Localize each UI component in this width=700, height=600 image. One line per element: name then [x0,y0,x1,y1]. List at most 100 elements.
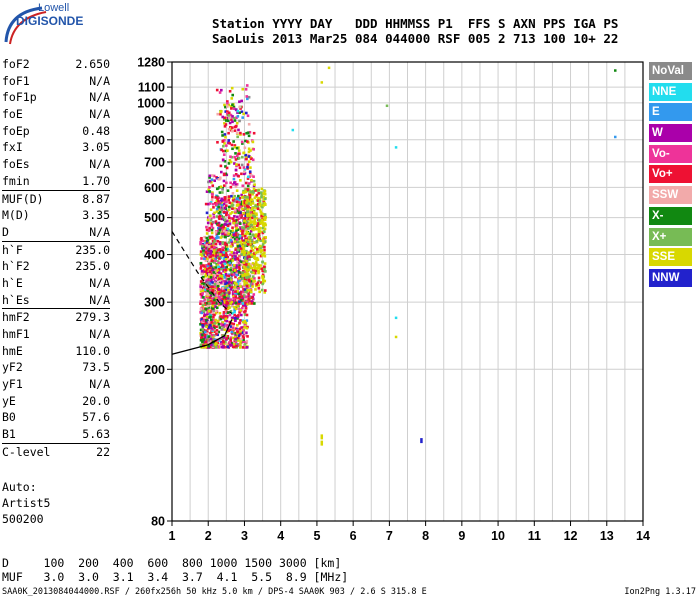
echo-point [227,311,230,314]
echo-point [249,235,253,239]
legend-item-vo-: Vo+ [649,165,692,184]
echo-point [237,207,241,211]
echo-point [215,88,219,92]
echo-point [233,240,237,243]
echo-point [202,310,206,313]
echo-point [227,277,230,281]
echo-point [247,262,251,266]
echo-point [231,316,235,320]
echo-point [237,163,241,167]
echo-point [209,208,213,211]
echo-point [226,100,229,103]
isolated-echo-point [614,69,617,72]
echo-point [227,329,230,333]
echo-point [209,331,212,335]
echo-point [210,235,214,239]
echo-point [228,222,232,225]
echo-point [218,337,222,341]
echo-point [242,222,246,226]
echo-point [257,199,260,203]
echo-point [245,326,249,330]
echo-point [223,142,226,145]
echo-point [210,192,214,196]
echo-point [239,339,243,343]
echo-point [203,288,207,292]
echo-point [237,174,240,178]
echo-point [242,170,246,174]
echo-point [205,232,209,235]
echo-point [215,199,219,203]
param-separator [2,189,110,191]
echo-point [236,280,240,283]
echo-point [263,262,267,265]
echo-point [246,196,249,199]
echo-point [201,251,205,255]
echo-point [251,275,255,278]
echo-point [242,133,246,136]
echo-point [202,330,205,334]
echo-point [237,205,241,209]
echo-point [221,191,224,194]
echo-point [249,242,252,246]
echo-point [251,202,255,205]
echo-point [252,206,256,209]
echo-point [219,315,222,318]
echo-point [230,243,234,246]
echo-point [248,196,251,200]
echo-point [208,255,212,259]
echo-point [243,168,247,171]
echo-point [231,263,235,267]
echo-point [257,269,260,273]
echo-point [217,211,221,215]
echo-point [245,267,248,270]
echo-point [210,312,214,316]
echo-point [221,321,225,324]
echo-point [232,297,235,301]
echo-point [252,147,255,151]
echo-point [229,328,232,332]
echo-point [205,315,209,319]
echo-point [234,183,238,187]
echo-point [199,322,202,326]
echo-point [245,319,249,322]
echo-point [215,332,218,336]
echo-point [240,110,244,114]
echo-point [247,251,251,254]
echo-point [225,243,228,247]
echo-point [220,208,224,212]
echo-point [208,202,212,205]
echo-point [234,255,237,258]
echo-point [209,324,212,327]
echo-point [210,338,214,342]
echo-point [217,205,220,209]
echo-point [232,107,236,110]
echo-point [234,332,237,335]
param-row: hmF1 N/A [2,326,114,343]
echo-point [211,289,215,292]
echo-point [225,319,229,323]
echo-point [227,267,230,271]
echo-point [263,213,267,216]
echo-point [247,284,251,288]
echo-point [237,217,241,220]
echo-point [241,273,245,277]
echo-point [225,294,229,297]
echo-point [214,196,218,199]
echo-point [199,285,202,288]
echo-point [215,329,219,332]
echo-point [236,250,239,253]
echo-point [254,251,258,255]
echo-point [240,242,244,246]
echo-point [251,192,254,196]
param-name: hmF2 [2,310,30,325]
echo-point [243,146,247,150]
legend-item-e: E [649,103,692,122]
echo-point [206,257,209,260]
echo-point [262,252,265,256]
param-row: yE 20.0 [2,393,114,410]
echo-point [206,264,210,268]
echo-point [226,307,230,311]
echo-point [205,268,209,271]
echo-point [228,233,232,236]
echo-point [241,232,244,236]
